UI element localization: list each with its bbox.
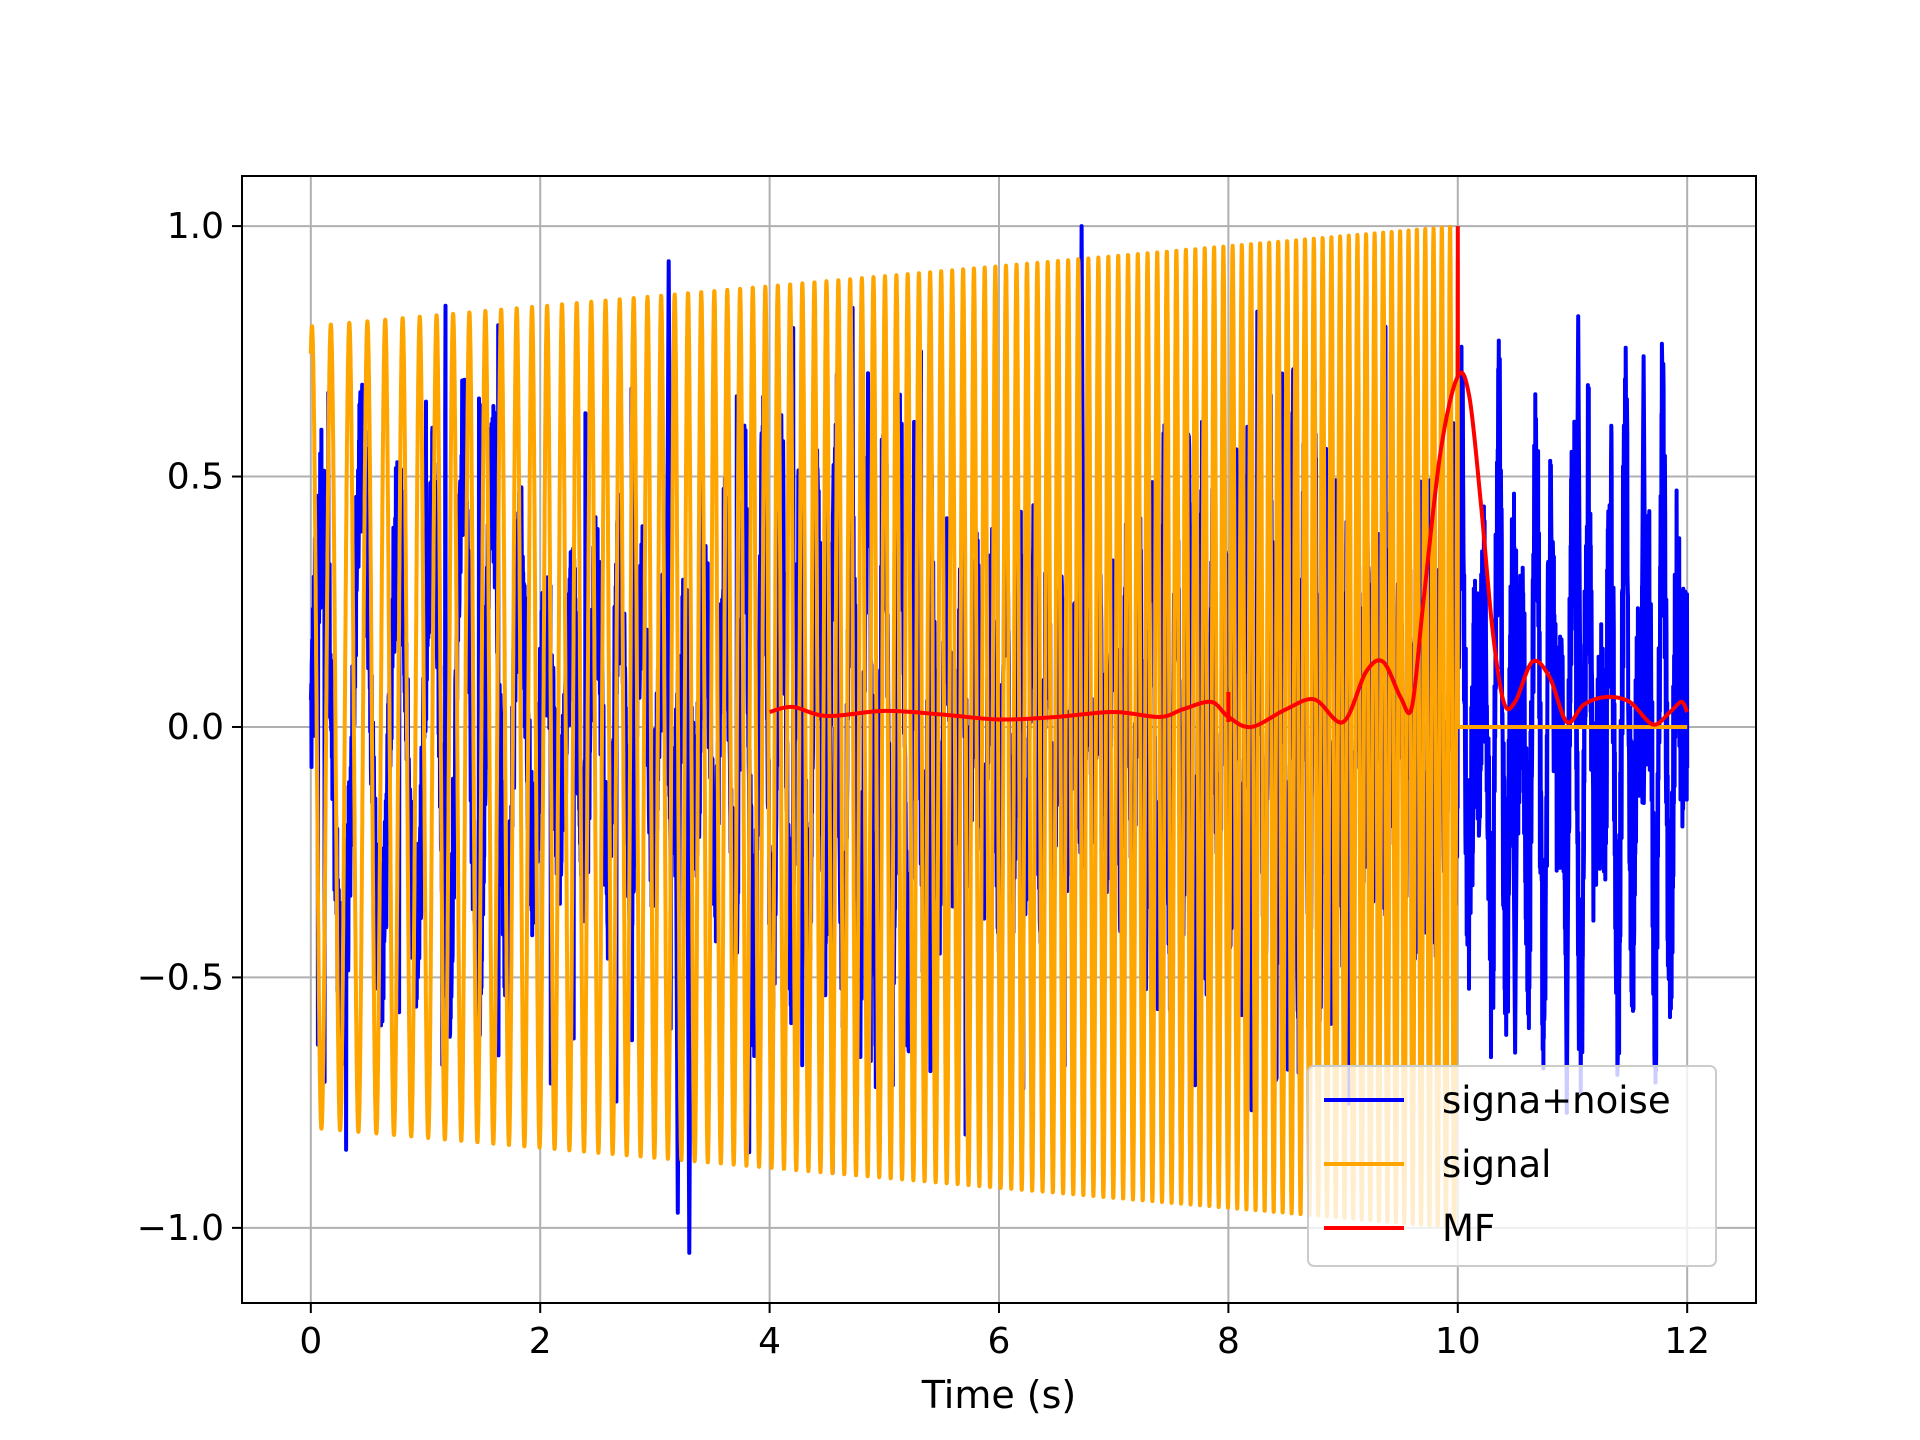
y-tick-label: −1.0 bbox=[137, 1208, 224, 1249]
x-axis-label: Time (s) bbox=[921, 1373, 1077, 1417]
x-tick-label: 6 bbox=[988, 1321, 1011, 1362]
y-tick-label: 0.0 bbox=[167, 707, 224, 748]
x-tick-label: 12 bbox=[1664, 1321, 1710, 1362]
series-line-signal bbox=[308, 224, 1688, 1230]
x-tick-label: 8 bbox=[1217, 1321, 1240, 1362]
x-tick-label: 4 bbox=[758, 1321, 781, 1362]
legend-box bbox=[1307, 1065, 1717, 1267]
y-tick-label: −0.5 bbox=[137, 957, 224, 998]
y-tick-label: 1.0 bbox=[167, 206, 224, 247]
legend: signa+noise signal MF bbox=[1307, 1065, 1717, 1267]
y-tick-label: 0.5 bbox=[167, 457, 224, 498]
x-tick-label: 2 bbox=[529, 1321, 552, 1362]
x-tick-label: 10 bbox=[1435, 1321, 1481, 1362]
series-line-mf bbox=[769, 226, 1690, 730]
legend-label: signal bbox=[1442, 1143, 1551, 1186]
axis-ticks: 0 2 4 6 8 10 12 −1.0 −0.5 0.0 0.5 1.0 bbox=[137, 206, 1711, 1362]
legend-label: MF bbox=[1442, 1207, 1495, 1250]
x-tick-label: 0 bbox=[299, 1321, 322, 1362]
legend-label: signa+noise bbox=[1442, 1079, 1671, 1122]
